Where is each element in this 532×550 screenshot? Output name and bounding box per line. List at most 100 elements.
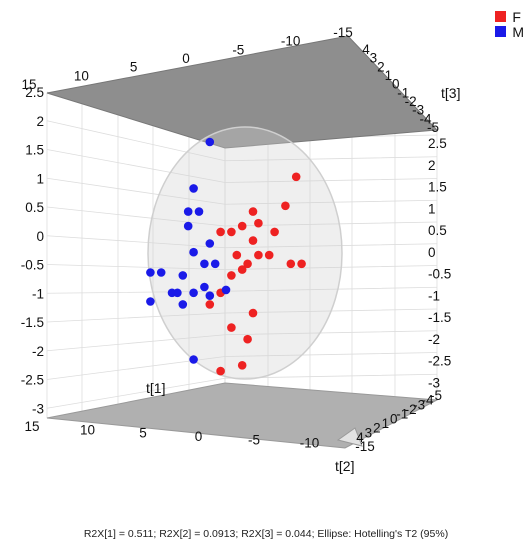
gridline bbox=[46, 264, 438, 270]
tick-label-t2-bottom: -1 bbox=[396, 407, 408, 422]
tick-labels: 2.5 2 1.5 1 0.5 0 -0.5 -1 -1.5 -2 -2.5 -3 2.5 2 1.5 1 0.… bbox=[21, 25, 452, 454]
gridline bbox=[46, 120, 438, 162]
data-point-f bbox=[248, 236, 258, 245]
data-point-f bbox=[264, 250, 274, 260]
tick-label-t1-bottom: -5 bbox=[248, 432, 260, 447]
data-point-f bbox=[216, 366, 225, 376]
tick-label-t3-left: -2.5 bbox=[21, 373, 44, 388]
tick-label-t3-left: -1.5 bbox=[21, 315, 44, 330]
tick-label-t3-left: -3 bbox=[32, 401, 44, 416]
data-point-f bbox=[243, 334, 252, 344]
tick-label-t3-left: 0.5 bbox=[25, 200, 44, 215]
gridline bbox=[46, 330, 438, 352]
data-point-m bbox=[183, 207, 193, 216]
data-point-m bbox=[200, 259, 209, 269]
tick-label-t2-top: 3 bbox=[370, 51, 378, 66]
tick-label-t2-bottom: 0 bbox=[390, 411, 398, 426]
data-point-m bbox=[156, 268, 166, 277]
tick-label-t1-top: 5 bbox=[130, 60, 138, 75]
data-point-m bbox=[189, 355, 198, 364]
axis-label-t3: t[3] bbox=[441, 85, 460, 101]
tick-label-t2-top: -3 bbox=[412, 103, 424, 118]
legend: F M bbox=[495, 8, 524, 40]
tick-label-t3-right: -0.5 bbox=[428, 267, 451, 282]
bottom-plane bbox=[46, 382, 439, 449]
tick-label-t1-top: -15 bbox=[333, 25, 353, 40]
legend-swatch-f bbox=[495, 11, 507, 22]
tick-label-t1-top: 0 bbox=[182, 51, 190, 66]
data-point-m bbox=[183, 221, 193, 231]
tick-label-t3-right: 0.5 bbox=[428, 223, 447, 238]
gridline bbox=[46, 373, 438, 409]
gridline bbox=[46, 308, 438, 323]
tick-label-t3-right: -1.5 bbox=[428, 310, 451, 325]
data-point-m bbox=[194, 207, 204, 216]
tick-label-t1-bottom: 15 bbox=[24, 419, 39, 434]
tick-label-t2-bottom: -2 bbox=[405, 402, 417, 417]
data-point-f bbox=[237, 265, 247, 274]
tick-label-t3-left: 0 bbox=[36, 229, 44, 244]
axis-cone bbox=[336, 427, 363, 447]
legend-swatch-m bbox=[495, 26, 507, 37]
tick-label-t3-right: -3 bbox=[428, 375, 440, 390]
tick-label-t1-bottom: 0 bbox=[195, 429, 203, 444]
tick-label-t3-right: 2 bbox=[428, 158, 436, 173]
data-point-f bbox=[291, 172, 301, 182]
data-point-m bbox=[189, 184, 198, 193]
tick-label-t2-top: 0 bbox=[392, 77, 400, 92]
data-point-m bbox=[189, 247, 198, 257]
data-point-f bbox=[205, 300, 215, 309]
tick-label-t2-bottom: 3 bbox=[365, 425, 373, 440]
tick-label-t3-left: -1 bbox=[32, 286, 44, 301]
data-point-m bbox=[210, 259, 220, 269]
tick-label-t1-bottom: -10 bbox=[300, 436, 320, 451]
tick-label-t2-bottom: -3 bbox=[413, 397, 425, 412]
tick-label-t3-right: -2.5 bbox=[428, 354, 451, 369]
tick-label-t2-top: -4 bbox=[420, 111, 432, 126]
data-point-f bbox=[248, 207, 258, 216]
tick-label-t1-top: -5 bbox=[232, 42, 244, 57]
tick-label-t2-bottom: 4 bbox=[356, 430, 364, 445]
tick-label-t2-top: 2 bbox=[377, 59, 385, 74]
top-plane bbox=[46, 35, 439, 149]
gridline bbox=[46, 235, 438, 249]
tick-label-t3-left: 2 bbox=[36, 114, 44, 129]
chart-caption: R2X[1] = 0.511; R2X[2] = 0.0913; R2X[3] … bbox=[83, 528, 449, 540]
data-points bbox=[146, 137, 306, 376]
data-point-f bbox=[248, 308, 258, 318]
tick-label-t2-bottom: 2 bbox=[373, 421, 381, 436]
legend-label-f: F bbox=[512, 8, 521, 25]
tick-label-t1-bottom: 5 bbox=[139, 426, 147, 441]
data-point-m bbox=[146, 297, 155, 306]
tick-label-t3-right: 1 bbox=[428, 201, 436, 216]
data-point-m bbox=[205, 291, 215, 301]
tick-label-t2-top: -1 bbox=[397, 85, 409, 100]
data-point-f bbox=[297, 259, 306, 269]
data-point-f bbox=[216, 227, 225, 237]
tick-label-t2-top: -2 bbox=[405, 94, 417, 109]
data-point-m bbox=[173, 288, 182, 298]
tick-label-t3-right: 2.5 bbox=[428, 136, 447, 151]
axis-label-t1: t[1] bbox=[146, 380, 165, 396]
gridline bbox=[46, 206, 438, 227]
data-point-m bbox=[221, 285, 231, 295]
tick-label-t3-right: -2 bbox=[428, 332, 440, 347]
tick-label-t2-top: -5 bbox=[427, 120, 439, 135]
axis-label-t2: t[2] bbox=[335, 458, 354, 474]
data-point-m bbox=[205, 239, 215, 248]
legend-label-m: M bbox=[512, 23, 524, 40]
data-point-m bbox=[189, 288, 198, 298]
tick-label-t3-left: 1 bbox=[36, 171, 44, 186]
data-point-f bbox=[254, 218, 263, 228]
data-point-f bbox=[243, 259, 252, 269]
tick-label-t1-bottom: -15 bbox=[355, 439, 375, 454]
data-point-f bbox=[227, 227, 236, 237]
data-point-m bbox=[146, 268, 155, 277]
tick-label-t1-top: 15 bbox=[21, 77, 36, 92]
data-point-f bbox=[270, 227, 279, 237]
tick-label-t3-left: -2 bbox=[32, 344, 44, 359]
tick-label-t1-top: 10 bbox=[74, 68, 89, 83]
tick-label-t1-bottom: 10 bbox=[80, 422, 95, 437]
data-point-m bbox=[178, 271, 188, 280]
tick-label-t2-bottom: -4 bbox=[422, 393, 434, 408]
